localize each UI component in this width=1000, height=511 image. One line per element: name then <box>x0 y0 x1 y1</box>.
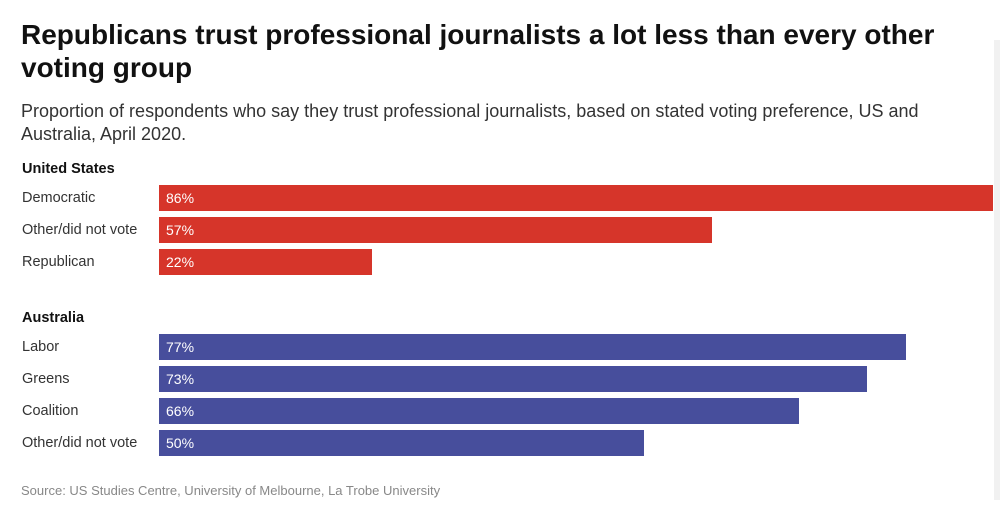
group-heading-united-states: United States <box>22 161 115 177</box>
category-label: Other/did not vote <box>22 435 138 451</box>
bar-value-label: 22% <box>166 254 195 270</box>
bar: 77% <box>159 334 906 360</box>
bar: 66% <box>159 398 799 424</box>
bar-value-label: 86% <box>166 190 195 206</box>
bar: 86% <box>159 185 993 211</box>
bar: 50% <box>159 430 644 456</box>
bar: 73% <box>159 366 867 392</box>
group-heading-australia: Australia <box>22 310 85 326</box>
bar-value-label: 66% <box>166 403 195 419</box>
bar-value-label: 77% <box>166 339 195 355</box>
source-note: Source: US Studies Centre, University of… <box>21 483 441 498</box>
bar-value-label: 57% <box>166 222 195 238</box>
bar: 57% <box>159 217 712 243</box>
bar: 22% <box>159 249 372 275</box>
bar-value-label: 73% <box>166 371 195 387</box>
category-label: Labor <box>22 339 60 355</box>
category-label: Republican <box>22 254 95 270</box>
category-label: Greens <box>22 371 70 387</box>
scrollbar[interactable] <box>994 40 1000 500</box>
category-label: Democratic <box>22 190 96 206</box>
category-label: Coalition <box>22 403 79 419</box>
category-label: Other/did not vote <box>22 222 138 238</box>
chart-subtitle: Proportion of respondents who say they t… <box>21 101 919 144</box>
bar-value-label: 50% <box>166 435 195 451</box>
chart-title: Republicans trust professional journalis… <box>21 19 935 83</box>
